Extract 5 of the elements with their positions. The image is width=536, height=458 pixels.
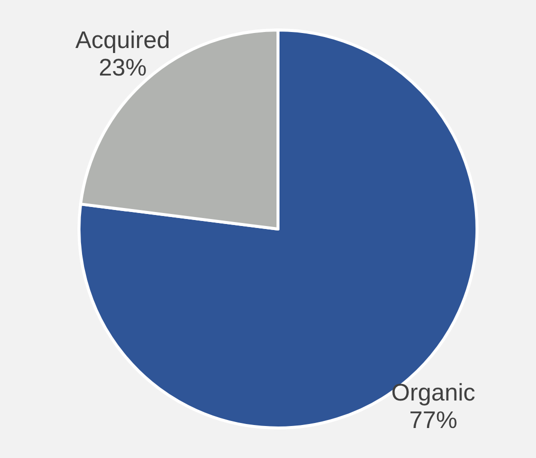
slice-label: Organic xyxy=(391,379,476,406)
data-label: 23% xyxy=(98,54,147,82)
slice-label: Acquired xyxy=(75,27,170,54)
data-label: 77% xyxy=(409,406,458,434)
pie-slice xyxy=(78,28,478,430)
